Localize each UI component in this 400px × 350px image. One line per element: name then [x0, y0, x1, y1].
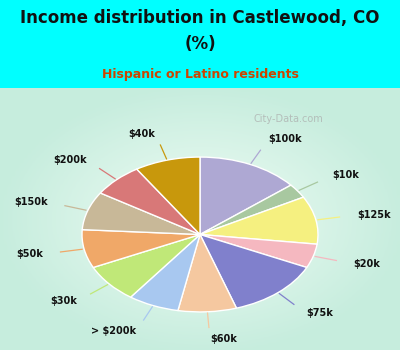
Text: $125k: $125k	[357, 210, 391, 220]
Wedge shape	[200, 185, 304, 234]
Text: $100k: $100k	[268, 134, 302, 145]
Wedge shape	[137, 157, 200, 234]
Text: $50k: $50k	[16, 249, 43, 259]
Text: Income distribution in Castlewood, CO: Income distribution in Castlewood, CO	[20, 9, 380, 27]
Wedge shape	[100, 169, 200, 234]
Text: $150k: $150k	[14, 197, 48, 207]
Wedge shape	[178, 234, 236, 312]
Text: $10k: $10k	[332, 170, 359, 181]
Wedge shape	[82, 230, 200, 267]
Text: (%): (%)	[184, 35, 216, 53]
Wedge shape	[200, 234, 317, 267]
Text: $200k: $200k	[53, 155, 87, 165]
Text: $30k: $30k	[50, 296, 77, 307]
Text: $60k: $60k	[210, 334, 237, 344]
Text: $75k: $75k	[306, 308, 333, 318]
Wedge shape	[82, 193, 200, 235]
Text: City-Data.com: City-Data.com	[253, 114, 323, 124]
Wedge shape	[93, 234, 200, 297]
Text: $40k: $40k	[128, 129, 155, 139]
Text: $20k: $20k	[354, 259, 380, 269]
Text: > $200k: > $200k	[91, 326, 136, 336]
Wedge shape	[200, 197, 318, 244]
Wedge shape	[200, 234, 307, 308]
Wedge shape	[131, 234, 200, 310]
Wedge shape	[200, 157, 291, 234]
Text: Hispanic or Latino residents: Hispanic or Latino residents	[102, 68, 298, 81]
